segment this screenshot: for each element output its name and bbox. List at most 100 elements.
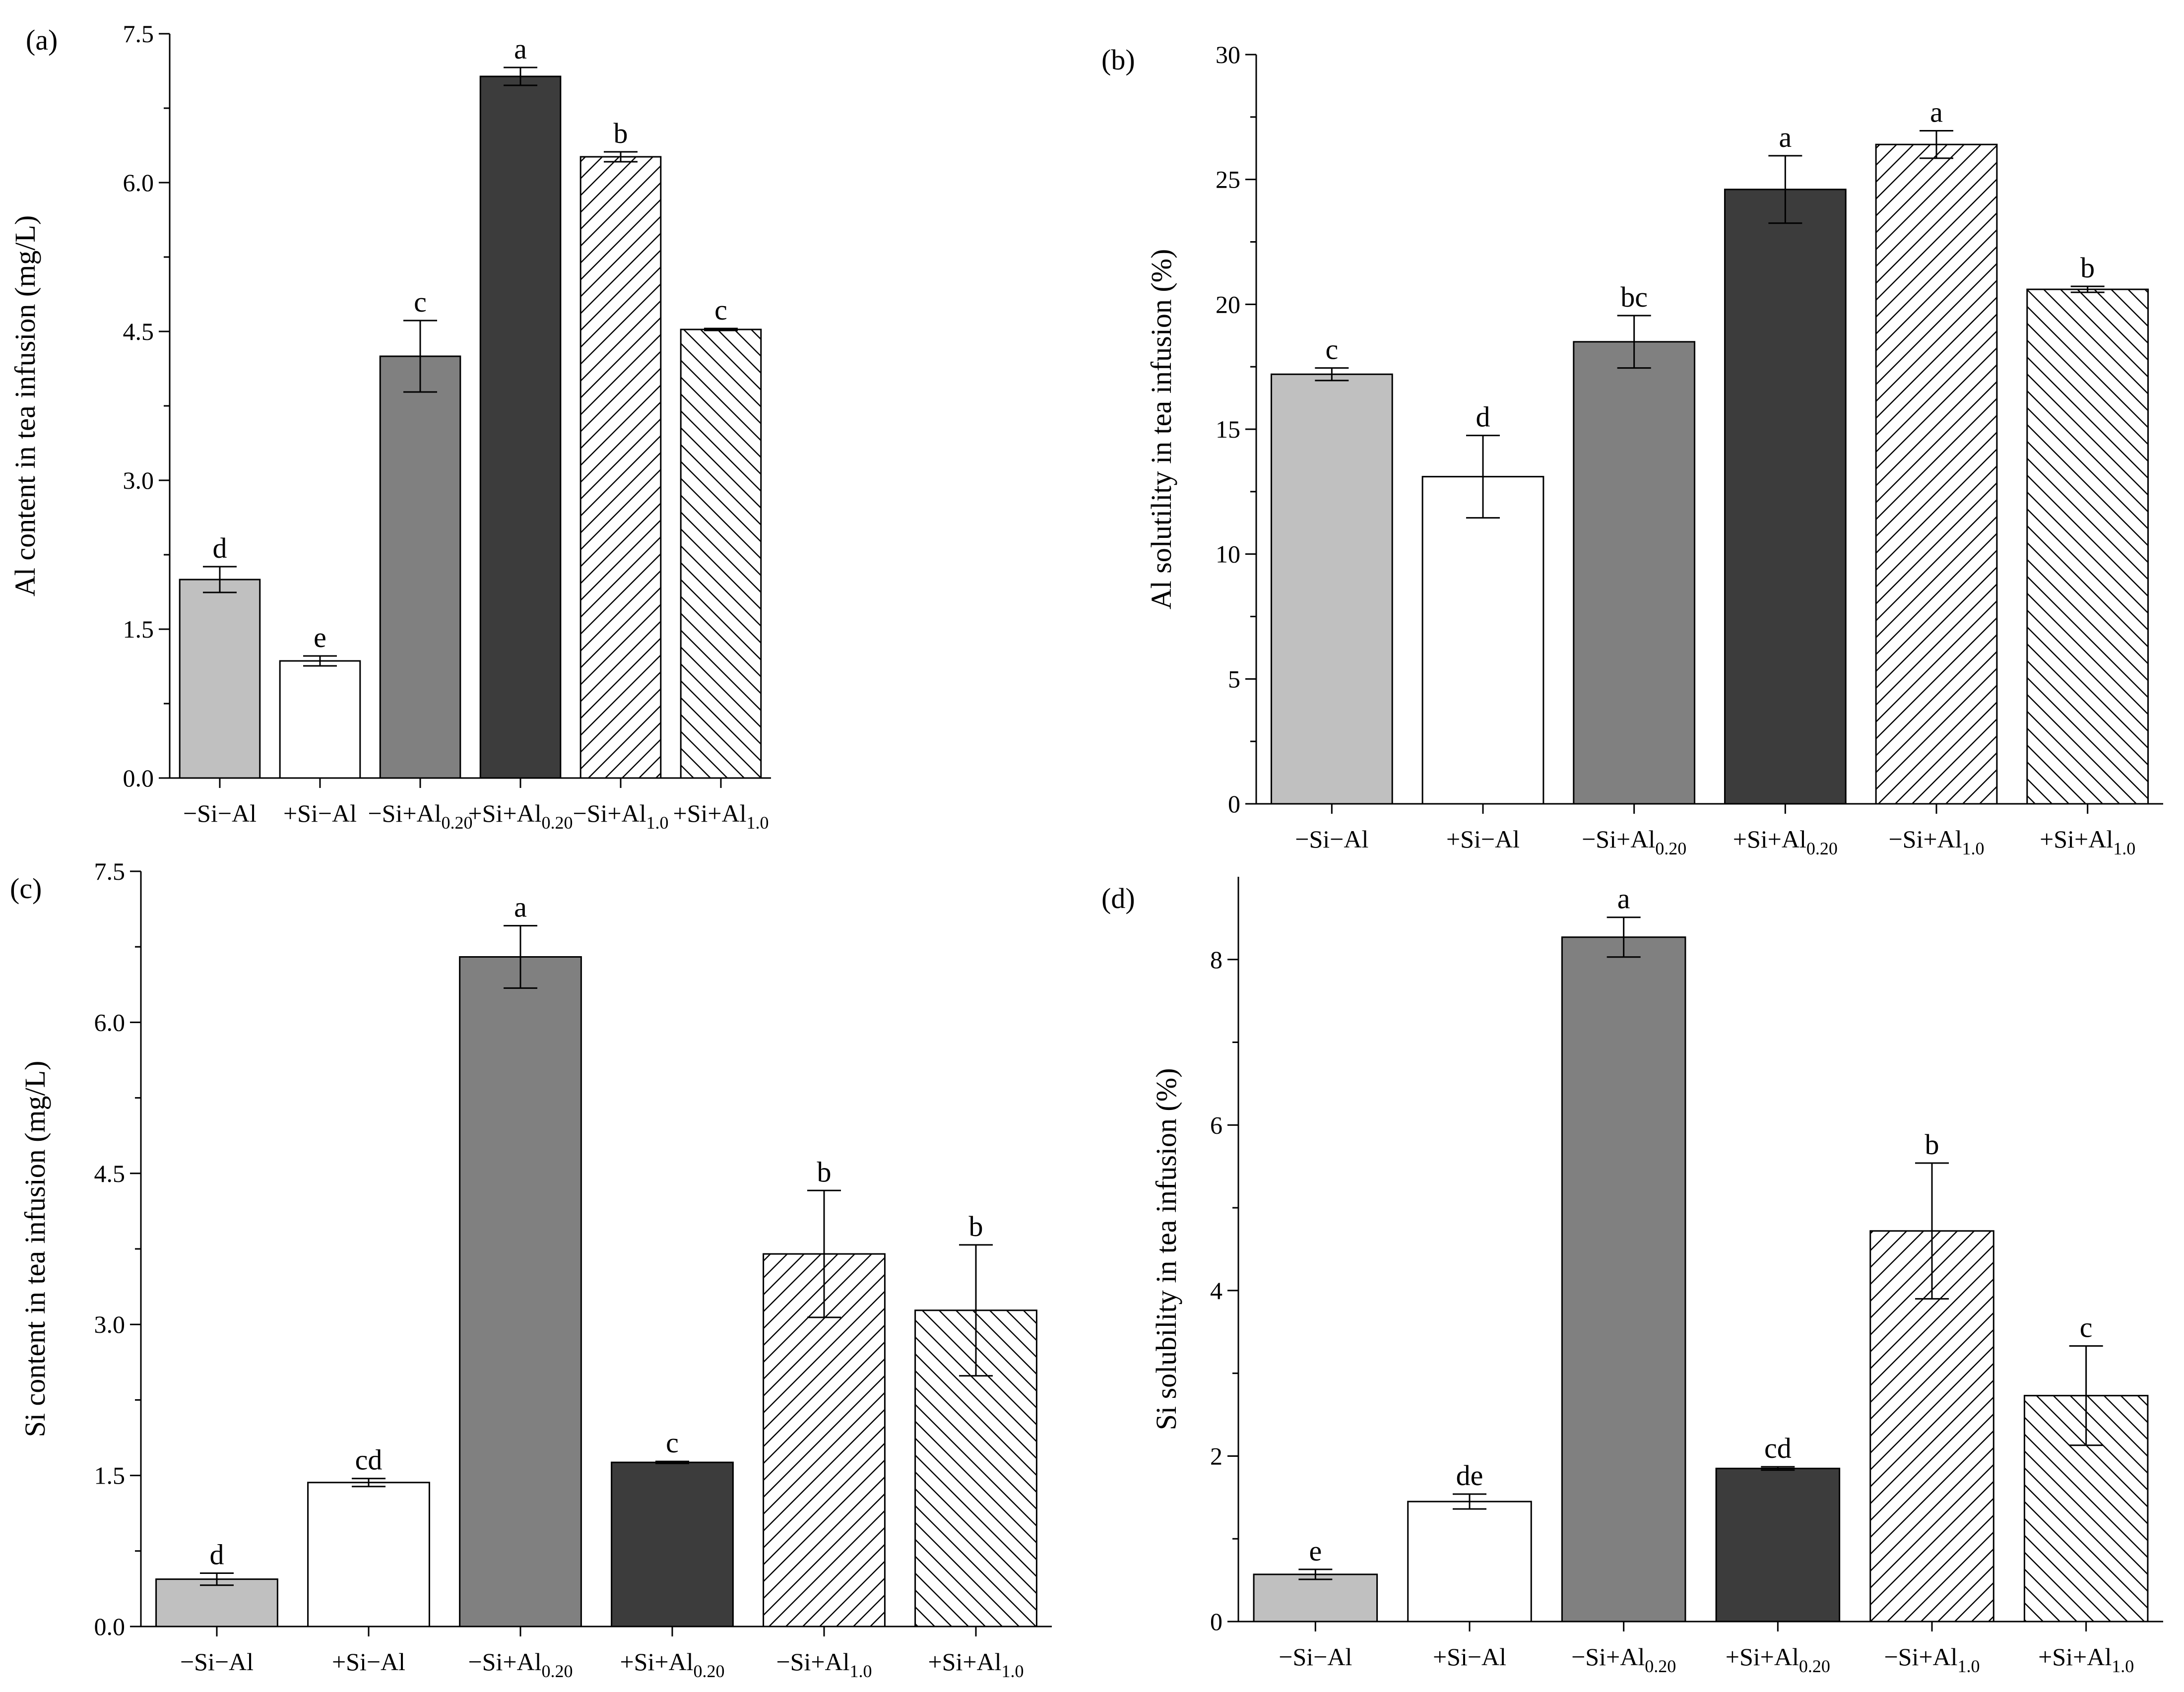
bar [1253, 1573, 1378, 1623]
significance-letter: d [210, 1538, 224, 1570]
bar [459, 956, 582, 1627]
significance-letter: c [2080, 1311, 2093, 1344]
significance-letter: e [1309, 1535, 1322, 1567]
bar [1715, 1467, 1841, 1623]
bar [1270, 373, 1393, 805]
bar [1875, 143, 1998, 805]
y-tick-label: 3.0 [123, 466, 154, 494]
significance-letter: c [666, 1427, 679, 1459]
significance-letter: b [614, 117, 628, 149]
y-tick-label: 15 [1216, 415, 1240, 443]
y-tick-label: 4 [1210, 1277, 1222, 1304]
bar [179, 579, 261, 779]
significance-letter: c [414, 286, 427, 318]
significance-letter: b [2080, 252, 2095, 284]
panel-label: (d) [1101, 882, 1135, 914]
y-tick-label: 30 [1216, 41, 1240, 68]
bar [611, 1461, 734, 1627]
bar [479, 75, 562, 779]
significance-letter: b [817, 1156, 832, 1188]
x-category-label: −Si+Al1.0 [1884, 1643, 1980, 1676]
panel-label: (c) [10, 872, 42, 905]
x-category-label: −Si+Al0.20 [368, 799, 472, 833]
significance-letter: b [1925, 1128, 1939, 1161]
bar [155, 1578, 278, 1627]
x-category-label: +Si+Al1.0 [928, 1648, 1024, 1681]
significance-letter: a [1779, 121, 1792, 153]
significance-letter: d [1476, 401, 1490, 433]
significance-letter: a [514, 891, 527, 923]
bar [1573, 341, 1696, 805]
y-tick-label: 7.5 [94, 857, 126, 885]
significance-letter: e [314, 621, 326, 653]
y-axis-title: Si content in tea infusion (mg/L) [19, 1061, 51, 1437]
x-category-label: −Si+Al1.0 [573, 799, 668, 833]
y-tick-label: 6.0 [94, 1008, 126, 1036]
y-tick-label: 0 [1228, 790, 1240, 818]
x-category-label: +Si+Al0.20 [1733, 825, 1838, 858]
x-category-label: −Si−Al [1279, 1643, 1352, 1671]
y-tick-label: 6.0 [123, 169, 154, 196]
significance-letter: c [714, 294, 727, 326]
chart-panel-b: c d bc a a b 0 5 10 15 20 25 30 −Si−Al +Si−Al −Si+Al0.2… [1101, 41, 2163, 858]
significance-letter: cd [355, 1444, 383, 1476]
y-tick-label: 0 [1210, 1608, 1222, 1635]
y-axis-title: Al solutility in tea infusion (%) [1145, 249, 1177, 610]
y-tick-label: 3.0 [94, 1310, 126, 1338]
y-tick-label: 1.5 [94, 1462, 126, 1490]
x-category-label: −Si−Al [1295, 825, 1368, 853]
y-tick-label: 4.5 [123, 318, 154, 345]
x-category-label: +Si+Al1.0 [2038, 1643, 2134, 1676]
chart-panel-a: d e c a b c 0.0 1.5 3.0 4.5 6.0 7.5 −Si−Al +Si−Al −Si+… [9, 20, 771, 833]
x-category-label: −Si+Al1.0 [776, 1648, 872, 1681]
x-category-label: +Si−Al [283, 799, 357, 827]
bar [2026, 288, 2149, 805]
bar [307, 1482, 430, 1627]
panel-label: (a) [26, 24, 58, 56]
y-tick-label: 8 [1210, 946, 1222, 974]
chart-panel-d: e de a cd b c 0 2 4 6 8 −Si−Al +Si−Al −Si+Al0.20 +Si+A… [1101, 877, 2163, 1676]
bar [1407, 1500, 1532, 1623]
significance-letter: a [514, 33, 527, 65]
bar [379, 355, 461, 779]
x-category-label: −Si+Al1.0 [1888, 825, 1984, 858]
significance-letter: d [213, 532, 227, 564]
x-category-label: −Si−Al [180, 1648, 254, 1676]
x-category-label: −Si+Al0.20 [468, 1648, 573, 1681]
x-category-label: +Si+Al0.20 [1726, 1643, 1830, 1676]
y-tick-label: 7.5 [123, 20, 154, 48]
y-tick-label: 5 [1228, 665, 1240, 693]
significance-letter: cd [1764, 1432, 1792, 1464]
bar [1724, 189, 1847, 805]
y-tick-label: 1.5 [123, 615, 154, 643]
x-category-label: +Si+Al0.20 [620, 1648, 724, 1681]
x-category-label: +Si+Al1.0 [2040, 825, 2135, 858]
y-axis-title: Si solubility in tea infusion (%) [1150, 1068, 1182, 1431]
chart-panel-c: d cd a c b b 0.0 1.5 3.0 4.5 6.0 7.5 −Si−Al +Si−Al −Si… [10, 857, 1052, 1681]
x-category-label: −Si+Al0.20 [1571, 1643, 1676, 1676]
bar [680, 328, 762, 779]
x-category-label: +Si−Al [1433, 1643, 1506, 1671]
bar [1421, 476, 1544, 805]
bar [279, 660, 361, 779]
significance-letter: bc [1620, 281, 1648, 313]
y-axis-title: Al content in tea infusion (mg/L) [9, 215, 41, 596]
x-category-label: −Si−Al [183, 799, 257, 827]
significance-letter: b [969, 1210, 983, 1242]
y-tick-label: 10 [1216, 540, 1240, 568]
bar [1561, 936, 1686, 1623]
x-category-label: +Si+Al0.20 [468, 799, 573, 833]
bar [579, 156, 662, 779]
y-tick-label: 4.5 [94, 1160, 126, 1187]
y-tick-label: 0.0 [123, 764, 154, 792]
x-category-label: +Si+Al1.0 [673, 799, 769, 833]
significance-letter: de [1456, 1459, 1483, 1492]
significance-letter: c [1325, 333, 1338, 366]
y-tick-label: 25 [1216, 166, 1240, 194]
x-category-label: +Si−Al [1446, 825, 1520, 853]
panel-label: (b) [1101, 44, 1135, 76]
y-tick-label: 6 [1210, 1111, 1222, 1139]
y-tick-label: 2 [1210, 1442, 1222, 1470]
x-category-label: −Si+Al0.20 [1582, 825, 1686, 858]
